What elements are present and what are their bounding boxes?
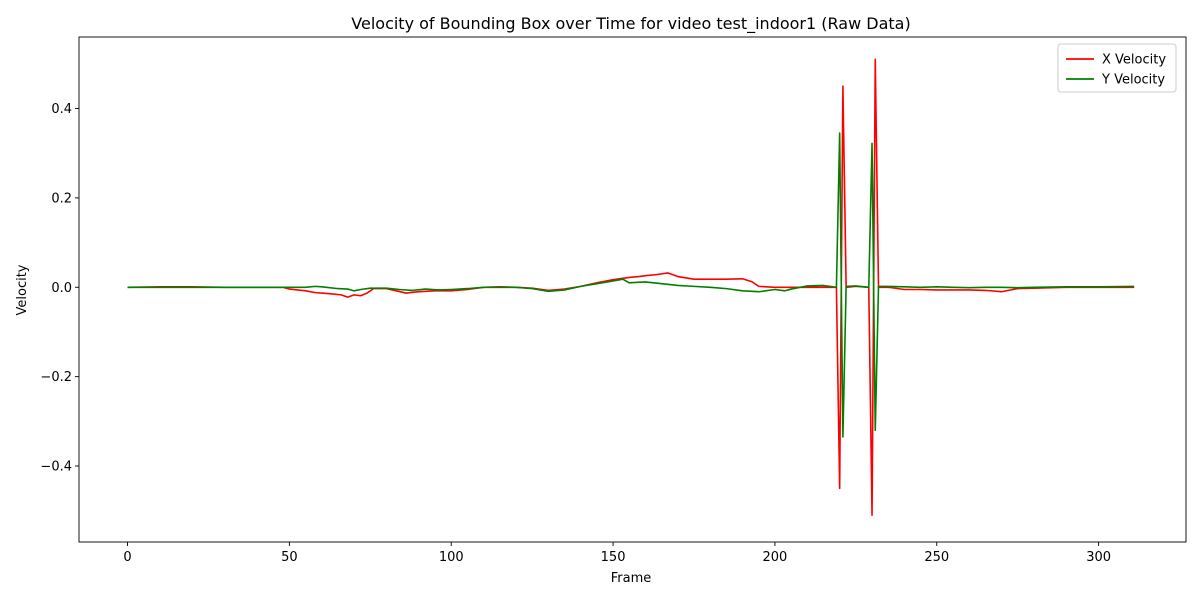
x-tick-label: 0	[123, 550, 131, 565]
x-tick-label: 250	[924, 550, 949, 565]
y-axis-label: Velocity	[15, 264, 30, 315]
legend-label-x-velocity: X Velocity	[1102, 53, 1166, 68]
y-tick-label: −0.4	[40, 460, 72, 475]
x-tick-label: 100	[439, 550, 464, 565]
series-line-y-velocity	[127, 132, 1135, 438]
y-tick-label: 0.2	[51, 191, 72, 206]
y-tick-label: −0.2	[40, 370, 72, 385]
chart-title: Velocity of Bounding Box over Time for v…	[351, 14, 910, 34]
x-tick-label: 300	[1086, 550, 1111, 565]
x-axis-label: Frame	[611, 571, 652, 586]
x-tick-label: 150	[601, 550, 626, 565]
axis-ticks: 0 50 100 150 200 250 300 −0.4 −0.2 0.0 0.2 0.4	[40, 102, 1111, 565]
x-tick-label: 50	[281, 550, 298, 565]
y-tick-label: 0.4	[51, 102, 72, 117]
legend-label-y-velocity: Y Velocity	[1101, 73, 1165, 88]
y-tick-label: 0.0	[51, 281, 72, 296]
series-line-x-velocity	[127, 58, 1135, 516]
x-tick-label: 200	[763, 550, 788, 565]
legend-box	[1057, 43, 1177, 93]
legend: X Velocity Y Velocity	[1057, 43, 1177, 93]
axes-frame	[78, 36, 1187, 543]
plot-area	[78, 36, 1187, 543]
